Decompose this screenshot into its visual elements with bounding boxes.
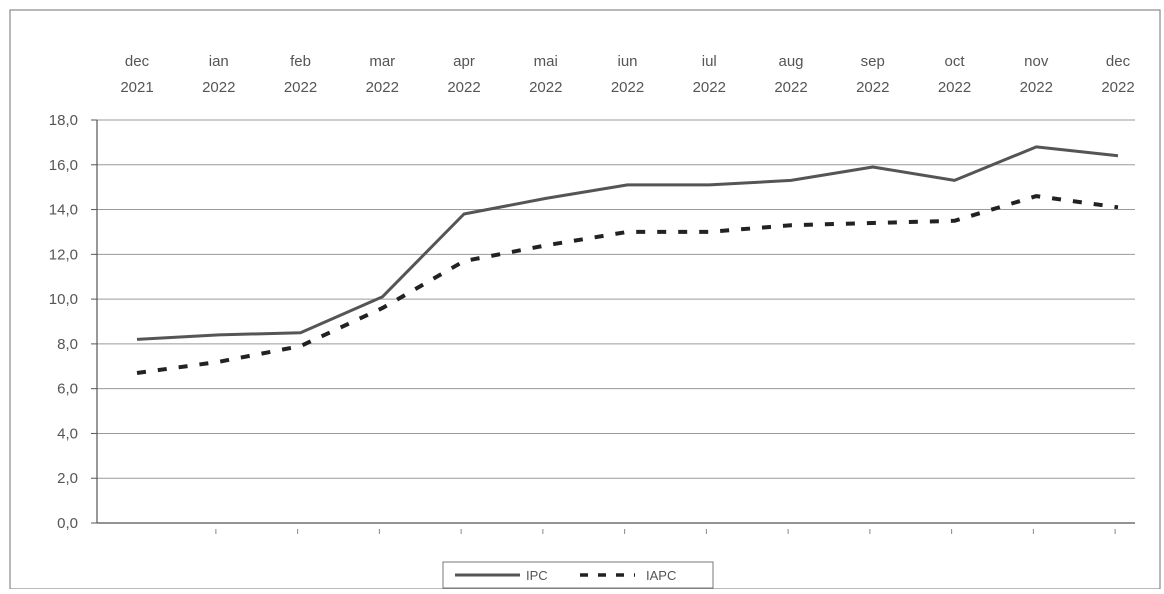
y-tick-label: 4,0 [57, 425, 78, 442]
x-tick-label-month: mai [534, 53, 558, 70]
x-tick-label-month: iun [617, 53, 637, 70]
x-tick-label-month: mar [369, 53, 395, 70]
x-tick-label-year: 2022 [1020, 79, 1053, 96]
series-lines [137, 147, 1118, 373]
x-tick-label-year: 2022 [366, 79, 399, 96]
x-tick-label-year: 2022 [611, 79, 644, 96]
x-tick-label-year: 2022 [529, 79, 562, 96]
x-tick-label-year: 2022 [202, 79, 235, 96]
y-tick-label: 12,0 [49, 246, 78, 263]
legend: IPC IAPC [443, 562, 713, 588]
x-tick-label-month: iul [702, 53, 717, 70]
x-tick-label-year: 2022 [693, 79, 726, 96]
x-tick-labels: dec 2021 ian 2022 feb 2022 mar 2022 apr 2022 mai 20… [120, 53, 1134, 96]
y-tick-label: 18,0 [49, 112, 78, 129]
x-tick-label-year: 2022 [284, 79, 317, 96]
y-tick-label: 8,0 [57, 336, 78, 353]
x-tick-label-month: aug [778, 53, 803, 70]
series-line-iapc [137, 196, 1118, 373]
x-tick-label-year: 2022 [856, 79, 889, 96]
x-tick-label-month: apr [453, 53, 475, 70]
y-tick-label: 6,0 [57, 381, 78, 398]
y-tick-label: 14,0 [49, 202, 78, 219]
y-tick-labels: 0,0 2,0 4,0 6,0 8,0 10,0 12,0 14,0 16,0 18,0 [49, 112, 78, 532]
y-tick-label: 10,0 [49, 291, 78, 308]
x-tick-label-month: nov [1024, 53, 1049, 70]
x-tick-label-year: 2022 [1101, 79, 1134, 96]
y-tick-label: 2,0 [57, 470, 78, 487]
y-tick-label: 0,0 [57, 515, 78, 532]
x-tick-label-year: 2022 [774, 79, 807, 96]
x-tick-label-month: ian [209, 53, 229, 70]
x-tick-label-month: dec [1106, 53, 1131, 70]
x-tick-label-month: feb [290, 53, 311, 70]
axes [91, 120, 1135, 534]
x-tick-label-month: oct [944, 53, 965, 70]
gridlines [97, 120, 1135, 478]
legend-label-ipc: IPC [526, 568, 548, 583]
x-tick-label-month: dec [125, 53, 150, 70]
x-tick-label-year: 2022 [938, 79, 971, 96]
legend-label-iapc: IAPC [646, 568, 676, 583]
series-line-ipc [137, 147, 1118, 340]
x-tick-label-month: sep [861, 53, 885, 70]
x-tick-label-year: 2022 [447, 79, 480, 96]
x-tick-label-year: 2021 [120, 79, 153, 96]
y-tick-label: 16,0 [49, 157, 78, 174]
